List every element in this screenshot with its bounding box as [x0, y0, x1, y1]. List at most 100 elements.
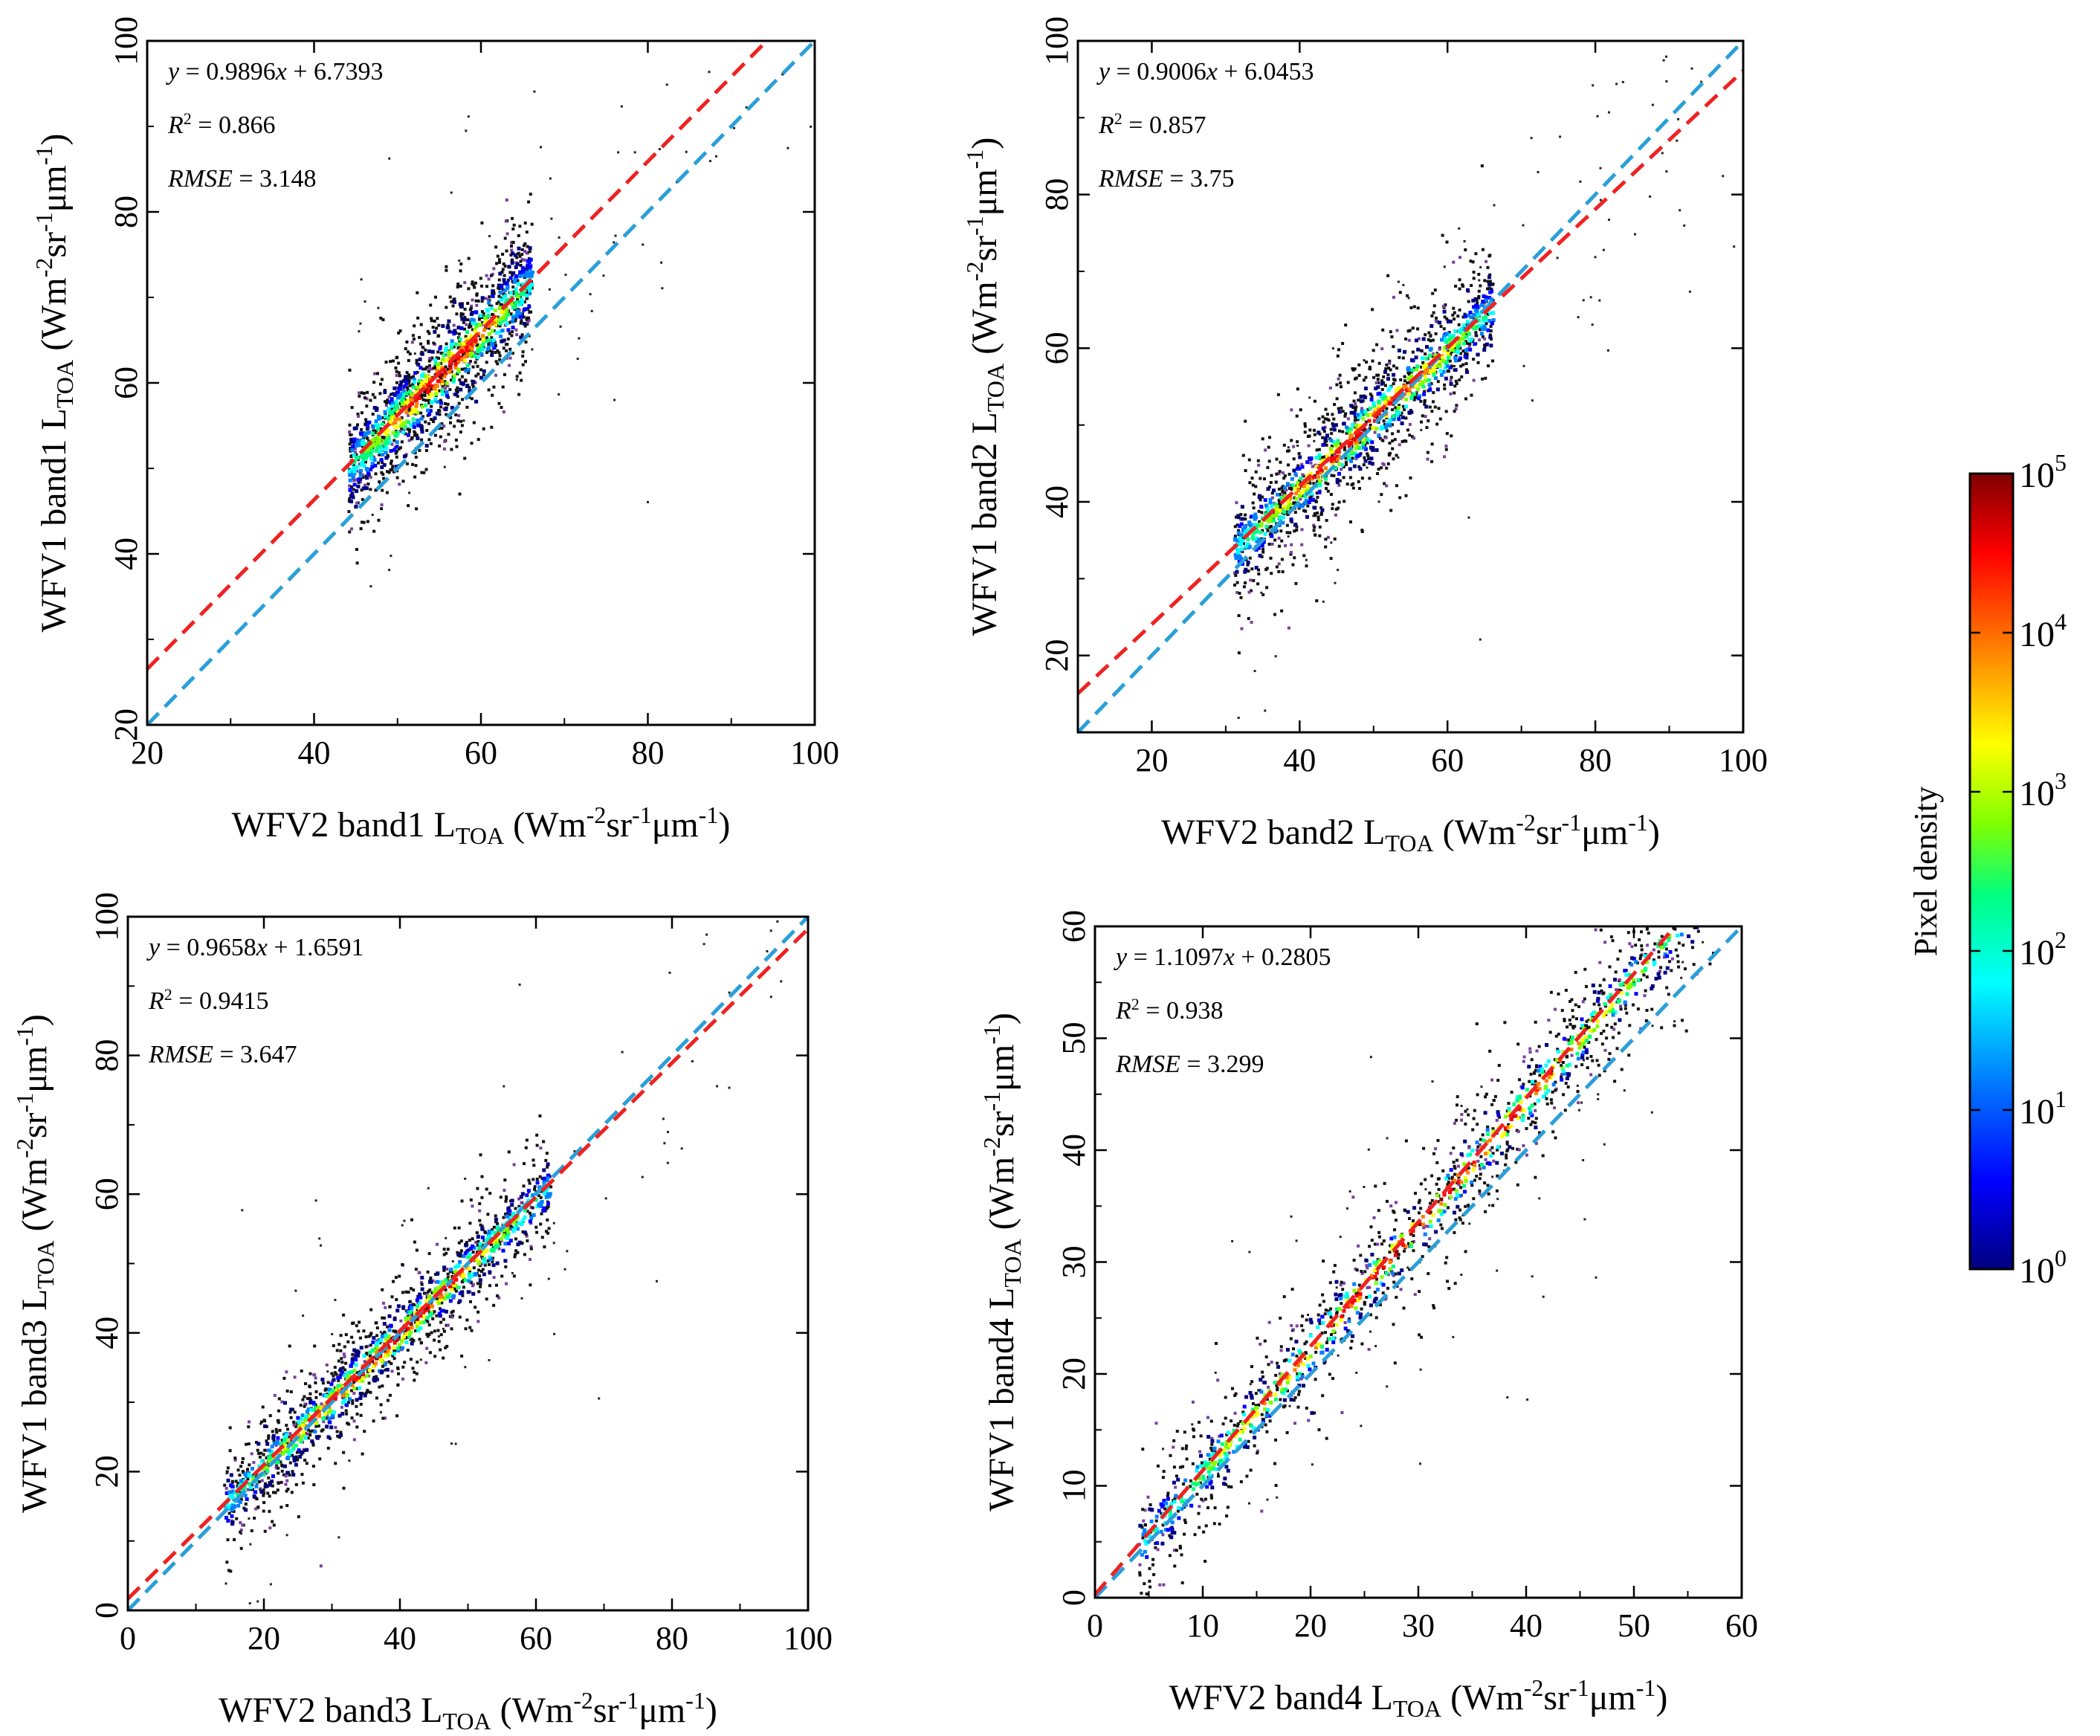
data-point — [1331, 413, 1334, 416]
density-point — [1350, 449, 1354, 454]
density-point — [458, 337, 462, 341]
data-point — [271, 1430, 274, 1433]
outlier-point — [540, 146, 542, 149]
data-point — [445, 413, 448, 416]
density-point — [1410, 393, 1414, 398]
density-point — [1477, 318, 1481, 323]
data-point — [357, 480, 361, 484]
data-point — [265, 1439, 268, 1443]
density-point — [374, 419, 378, 424]
density-point — [416, 419, 421, 424]
data-point — [408, 384, 412, 387]
density-point — [514, 274, 518, 278]
data-point — [1341, 410, 1345, 413]
outlier-point — [1522, 224, 1525, 227]
density-point — [1475, 325, 1479, 329]
data-point — [1338, 479, 1342, 483]
outlier-point — [705, 933, 708, 936]
data-point — [337, 1343, 341, 1346]
data-point — [346, 1340, 350, 1343]
data-point — [485, 1297, 488, 1301]
data-point — [501, 288, 505, 291]
data-point — [1288, 531, 1292, 535]
density-point — [542, 1179, 546, 1184]
data-point — [1454, 407, 1458, 410]
data-point — [246, 1477, 250, 1481]
data-point — [263, 1469, 267, 1473]
data-point — [1324, 481, 1328, 485]
data-point — [1266, 465, 1270, 469]
data-point — [1479, 328, 1482, 332]
data-point — [361, 1452, 364, 1456]
density-point — [472, 341, 476, 346]
data-point — [382, 1301, 385, 1305]
density-point — [1462, 323, 1466, 328]
data-point — [1261, 437, 1264, 441]
data-point — [535, 1143, 539, 1147]
data-point — [472, 283, 476, 287]
density-point — [329, 1425, 334, 1430]
density-point — [1233, 553, 1238, 557]
density-point — [1476, 352, 1480, 357]
data-point — [395, 1414, 399, 1418]
density-point — [1263, 498, 1267, 503]
data-point — [1316, 515, 1320, 519]
density-point — [1414, 355, 1418, 360]
data-point — [1251, 483, 1255, 487]
outlier-point — [1683, 224, 1686, 227]
data-point — [1345, 462, 1348, 466]
data-point — [1357, 398, 1360, 402]
data-point — [392, 470, 395, 474]
density-point — [470, 352, 474, 356]
data-point — [1434, 332, 1438, 335]
density-point — [456, 326, 461, 330]
density-point — [511, 326, 515, 329]
data-point — [229, 1569, 233, 1573]
density-point — [479, 352, 484, 356]
data-point — [436, 1329, 440, 1332]
data-point — [1398, 496, 1402, 500]
density-point — [272, 1441, 277, 1445]
data-point — [391, 1354, 395, 1358]
data-point — [1392, 364, 1395, 368]
data-point — [1253, 492, 1256, 496]
data-point — [511, 330, 514, 334]
density-point — [395, 440, 399, 445]
data-point — [280, 1480, 283, 1484]
outlier-point — [464, 1177, 467, 1180]
data-point — [343, 1355, 346, 1358]
data-point — [1474, 331, 1478, 335]
density-point — [1392, 372, 1396, 377]
density-point — [1277, 509, 1282, 512]
density-point — [523, 268, 528, 273]
data-point — [505, 232, 509, 236]
data-point — [1398, 404, 1401, 407]
outlier-point — [419, 1358, 422, 1361]
density-point — [251, 1467, 254, 1471]
density-point — [1469, 315, 1473, 320]
data-point — [1256, 459, 1260, 462]
data-point — [504, 1265, 508, 1268]
data-point — [439, 435, 442, 439]
density-point — [1348, 427, 1353, 431]
outlier-point — [716, 1085, 719, 1088]
data-point — [1409, 306, 1413, 309]
outlier-point — [1530, 137, 1533, 140]
data-point — [1474, 252, 1478, 256]
data-point — [442, 1253, 446, 1256]
data-point — [470, 397, 474, 401]
density-point — [268, 1482, 272, 1487]
density-point — [481, 343, 485, 347]
data-point — [478, 316, 482, 320]
data-point — [227, 1511, 231, 1515]
outlier-point — [1435, 352, 1438, 354]
data-point — [1344, 460, 1348, 464]
data-point — [452, 323, 456, 327]
data-point — [262, 1488, 265, 1492]
data-point — [1487, 286, 1491, 290]
density-point — [381, 447, 385, 451]
density-point — [453, 358, 457, 363]
data-point — [485, 361, 488, 364]
data-point — [478, 1274, 482, 1278]
data-point — [1383, 384, 1387, 387]
